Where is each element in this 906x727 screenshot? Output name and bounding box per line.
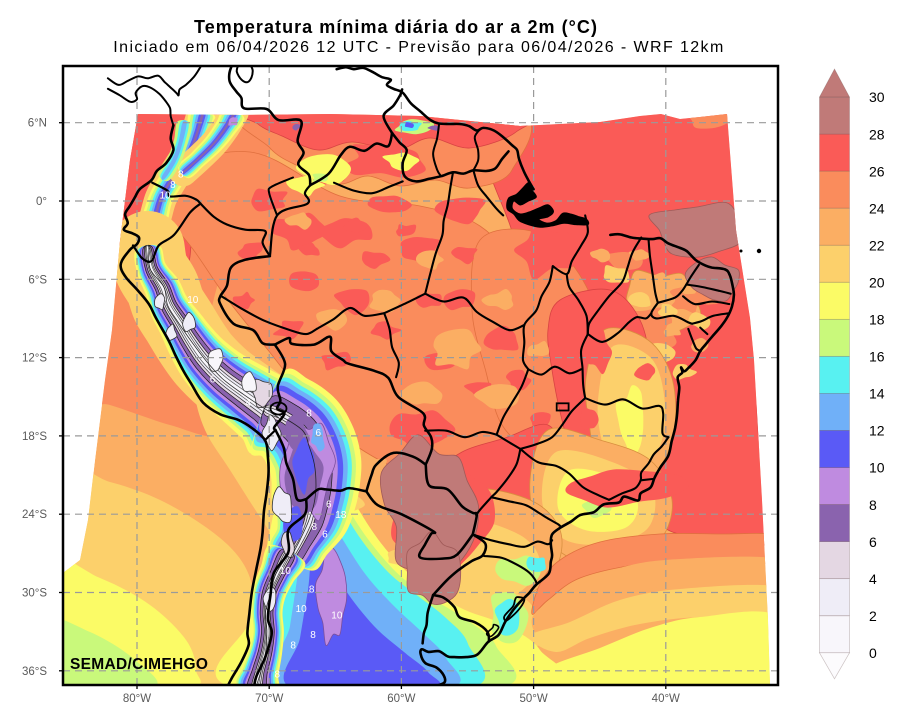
- svg-text:8: 8: [290, 641, 296, 652]
- svg-text:8: 8: [178, 170, 184, 181]
- svg-text:10: 10: [869, 460, 885, 476]
- svg-text:6°S: 6°S: [28, 274, 47, 286]
- svg-text:0°: 0°: [36, 196, 47, 208]
- svg-text:18: 18: [869, 312, 885, 328]
- svg-text:6: 6: [869, 534, 877, 550]
- svg-text:6: 6: [322, 530, 328, 541]
- svg-text:4: 4: [245, 398, 251, 409]
- svg-text:30°S: 30°S: [22, 588, 47, 600]
- svg-text:SEMAD/CIMEHGO: SEMAD/CIMEHGO: [70, 656, 208, 673]
- svg-text:10: 10: [187, 295, 199, 306]
- svg-text:8: 8: [312, 522, 318, 533]
- svg-text:50°W: 50°W: [519, 693, 547, 705]
- svg-text:8: 8: [275, 669, 281, 680]
- svg-text:70°W: 70°W: [255, 693, 283, 705]
- svg-text:10: 10: [296, 604, 308, 615]
- svg-text:Temperatura mínima diária do a: Temperatura mínima diária do ar a 2m (°C…: [194, 17, 598, 37]
- svg-text:30: 30: [869, 89, 885, 105]
- svg-text:18°S: 18°S: [22, 431, 47, 443]
- svg-text:22: 22: [869, 237, 885, 253]
- svg-text:60°W: 60°W: [387, 693, 415, 705]
- svg-text:8: 8: [309, 585, 315, 596]
- svg-text:0: 0: [869, 645, 877, 661]
- svg-text:6°N: 6°N: [28, 118, 47, 130]
- svg-text:40°W: 40°W: [652, 693, 680, 705]
- svg-text:8: 8: [306, 408, 312, 419]
- svg-text:80°W: 80°W: [123, 693, 151, 705]
- svg-text:12: 12: [869, 423, 885, 439]
- svg-text:14: 14: [869, 386, 885, 402]
- svg-text:8: 8: [869, 497, 877, 513]
- svg-text:24°S: 24°S: [22, 509, 47, 521]
- svg-text:16: 16: [869, 349, 885, 365]
- svg-text:10: 10: [331, 611, 343, 622]
- svg-text:26: 26: [869, 163, 885, 179]
- svg-text:10: 10: [280, 566, 292, 577]
- svg-text:8: 8: [170, 180, 176, 191]
- svg-text:8: 8: [310, 630, 316, 641]
- svg-text:6: 6: [326, 500, 332, 511]
- svg-text:20: 20: [869, 275, 885, 291]
- svg-text:28: 28: [869, 126, 885, 142]
- svg-text:10: 10: [160, 190, 172, 201]
- svg-text:36°S: 36°S: [22, 666, 47, 678]
- svg-text:2: 2: [869, 608, 877, 624]
- svg-text:4: 4: [869, 571, 877, 587]
- svg-text:12°S: 12°S: [22, 353, 47, 365]
- svg-text:18: 18: [335, 510, 347, 521]
- svg-text:24: 24: [869, 200, 885, 216]
- svg-text:6: 6: [210, 374, 216, 385]
- svg-text:6: 6: [316, 428, 322, 439]
- svg-text:Iniciado em 06/04/2026 12 UTC: Iniciado em 06/04/2026 12 UTC - Previsão…: [113, 39, 724, 56]
